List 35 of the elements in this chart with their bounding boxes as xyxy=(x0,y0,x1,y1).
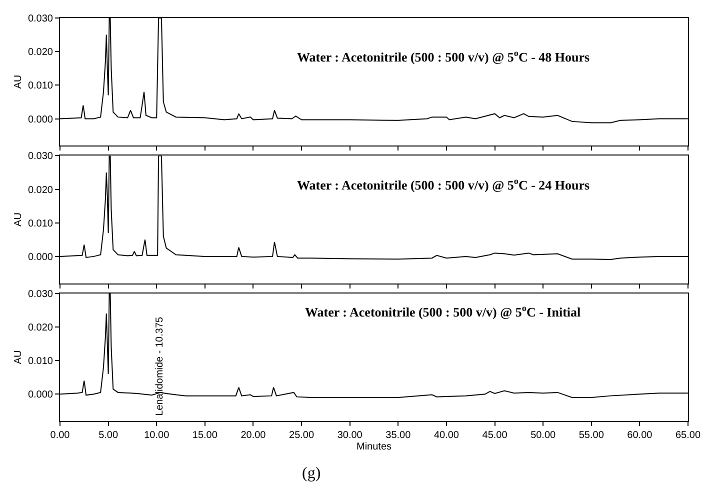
annotation: Water : Acetonitrile (500 : 500 v/v) @ 5$^{o}$C - Initial xyxy=(305,303,582,320)
x-tick-label: 10.00 xyxy=(144,430,170,441)
text: (g) xyxy=(302,465,321,482)
x-tick-label: 35.00 xyxy=(386,430,412,441)
annotation: Water : Acetonitrile (500 : 500 v/v) @ 5$^{o}$C - 24 Hours xyxy=(297,176,590,192)
y-tick-label: 0.000 xyxy=(28,390,54,401)
x-tick-label: 0.00 xyxy=(50,430,70,441)
y-tick-label: 0.030 xyxy=(28,14,54,24)
y-tick-label: 0.020 xyxy=(28,322,54,334)
x-axis-title: Minutes xyxy=(356,442,392,452)
x-tick-label: 25.00 xyxy=(289,430,314,441)
x-tick-label: 30.00 xyxy=(337,430,363,441)
x-tick-label: 5.00 xyxy=(98,430,118,441)
x-tick-label: 45.00 xyxy=(482,430,508,441)
x-tick-label: 65.00 xyxy=(675,430,701,441)
annotation: Lenalidomide - 10.375 xyxy=(154,316,166,416)
y-tick-label: 0.020 xyxy=(28,47,54,58)
y-tick-label: 0.010 xyxy=(28,218,54,230)
y-axis-title: AU xyxy=(12,74,24,89)
y-axis-title: AU xyxy=(12,212,24,226)
x-tick-label: 40.00 xyxy=(434,430,460,441)
y-tick-label: 0.010 xyxy=(28,80,54,92)
y-tick-label: 0.000 xyxy=(28,252,54,263)
annotation: Water : Acetonitrile (500 : 500 v/v) @ 5$^{o}$C - 48 Hours xyxy=(297,48,590,64)
x-tick-label: 55.00 xyxy=(578,430,604,441)
y-tick-label: 0.030 xyxy=(28,288,54,300)
y-axis-title: AU xyxy=(12,350,24,364)
y-tick-label: 0.020 xyxy=(28,184,54,196)
x-tick-label: 50.00 xyxy=(530,430,556,441)
x-tick-label: 60.00 xyxy=(627,430,653,441)
x-tick-label: 15.00 xyxy=(192,430,218,441)
y-tick-label: 0.000 xyxy=(28,114,54,126)
x-tick-label: 20.00 xyxy=(240,430,266,441)
y-tick-label: 0.030 xyxy=(28,151,54,162)
y-tick-label: 0.010 xyxy=(28,356,54,368)
